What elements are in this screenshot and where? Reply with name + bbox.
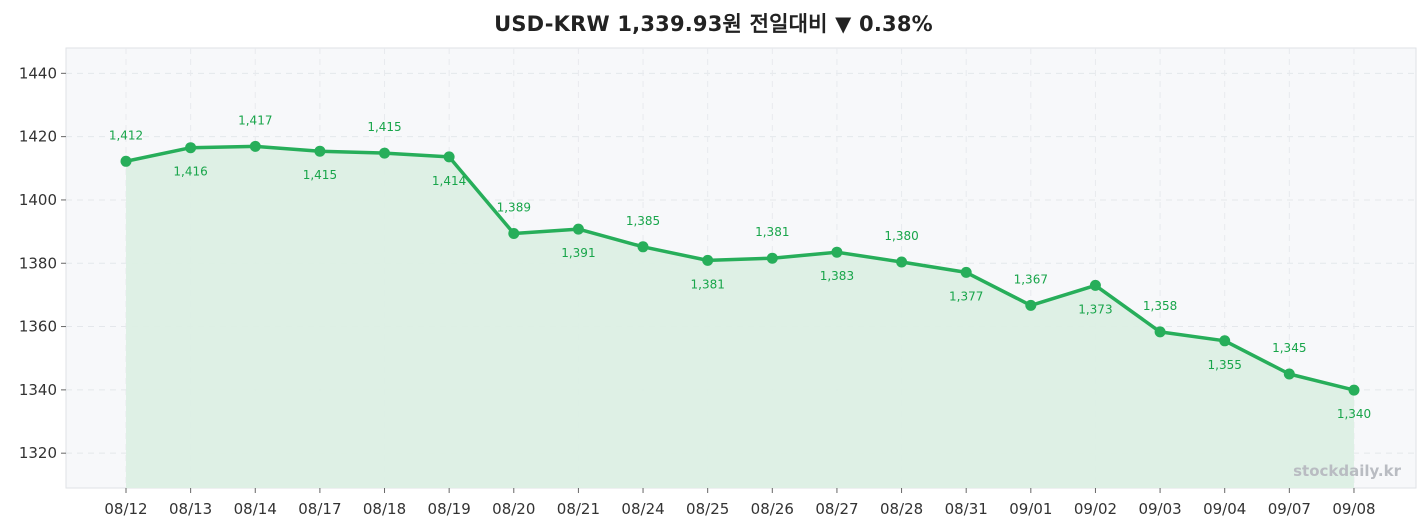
data-label-10: 1,381: [755, 225, 789, 239]
data-label-6: 1,389: [497, 201, 531, 215]
data-point-16: [1154, 326, 1166, 338]
x-tick-label-13: 08/31: [945, 500, 988, 518]
data-point-8: [637, 241, 649, 253]
x-tick-label-0: 08/12: [104, 500, 147, 518]
chart-title: USD-KRW 1,339.93원 전일대비 ▼ 0.38%: [494, 12, 933, 36]
data-point-13: [960, 266, 972, 278]
y-tick-label-0: 1320: [19, 444, 57, 462]
x-tick-label-6: 08/20: [492, 500, 535, 518]
data-label-11: 1,383: [820, 269, 854, 283]
x-tick-label-11: 08/27: [815, 500, 858, 518]
y-tick-label-5: 1420: [19, 128, 57, 146]
data-point-11: [831, 246, 843, 258]
data-point-14: [1025, 299, 1037, 311]
data-label-17: 1,355: [1208, 358, 1242, 372]
x-tick-label-19: 09/08: [1332, 500, 1375, 518]
x-tick-label-1: 08/13: [169, 500, 212, 518]
y-tick-label-2: 1360: [19, 318, 57, 336]
data-label-14: 1,367: [1014, 272, 1048, 286]
y-tick-label-1: 1340: [19, 381, 57, 399]
x-tick-label-5: 08/19: [428, 500, 471, 518]
x-axis: 08/12 08/13 08/14 08/17 08/18 08/19 08/20 08/21…: [104, 488, 1376, 518]
data-point-0: [120, 155, 132, 167]
x-tick-label-12: 08/28: [880, 500, 923, 518]
series-line: [124, 144, 1356, 392]
data-label-4: 1,415: [367, 120, 401, 134]
y-tick-label-6: 1440: [19, 64, 57, 82]
y-axis: 1320 1340 1360 1380 1400 1420 1440: [19, 64, 66, 462]
data-point-15: [1089, 279, 1101, 291]
data-point-17: [1219, 335, 1231, 347]
data-label-18: 1,345: [1272, 341, 1306, 355]
x-tick-label-9: 08/25: [686, 500, 729, 518]
x-tick-label-18: 09/07: [1268, 500, 1311, 518]
x-tick-label-2: 08/14: [234, 500, 277, 518]
data-label-1: 1,416: [173, 165, 207, 179]
data-point-6: [508, 228, 520, 239]
x-tick-label-16: 09/03: [1138, 500, 1181, 518]
data-point-10: [766, 252, 778, 264]
x-tick-label-8: 08/24: [621, 500, 664, 518]
data-labels: 1,412 1,416 1,417 1,415 1,415 1,414 1,389 1,391…: [109, 113, 1371, 421]
data-label-8: 1,385: [626, 214, 660, 228]
data-point-9: [702, 254, 714, 266]
data-point-5: [443, 151, 455, 163]
y-tick-label-4: 1400: [19, 191, 57, 209]
data-label-5: 1,414: [432, 174, 466, 188]
data-point-1: [185, 142, 197, 154]
data-point-12: [896, 256, 908, 268]
data-point-19: [1348, 384, 1360, 396]
x-tick-label-10: 08/26: [751, 500, 794, 518]
data-point-18: [1283, 368, 1295, 380]
data-label-2: 1,417: [238, 113, 272, 127]
data-label-0: 1,412: [109, 128, 143, 142]
data-label-13: 1,377: [949, 289, 983, 303]
data-label-9: 1,381: [691, 277, 725, 291]
data-label-3: 1,415: [303, 168, 337, 182]
area-fill: [126, 146, 1354, 488]
data-point-2: [249, 140, 261, 152]
data-points: [120, 140, 1360, 396]
x-tick-label-7: 08/21: [557, 500, 600, 518]
watermark: stockdaily.kr: [1293, 462, 1401, 480]
x-tick-label-15: 09/02: [1074, 500, 1117, 518]
data-label-12: 1,380: [884, 229, 918, 243]
x-tick-label-4: 08/18: [363, 500, 406, 518]
x-tick-label-3: 08/17: [298, 500, 341, 518]
data-label-7: 1,391: [561, 246, 595, 260]
y-tick-label-3: 1380: [19, 254, 57, 272]
x-tick-label-14: 09/01: [1009, 500, 1052, 518]
data-label-16: 1,358: [1143, 299, 1177, 313]
data-point-4: [379, 147, 390, 159]
x-tick-label-17: 09/04: [1203, 500, 1246, 518]
data-point-7: [572, 223, 584, 235]
data-label-19: 1,340: [1337, 407, 1371, 421]
data-label-15: 1,373: [1078, 302, 1112, 316]
data-point-3: [314, 145, 326, 157]
